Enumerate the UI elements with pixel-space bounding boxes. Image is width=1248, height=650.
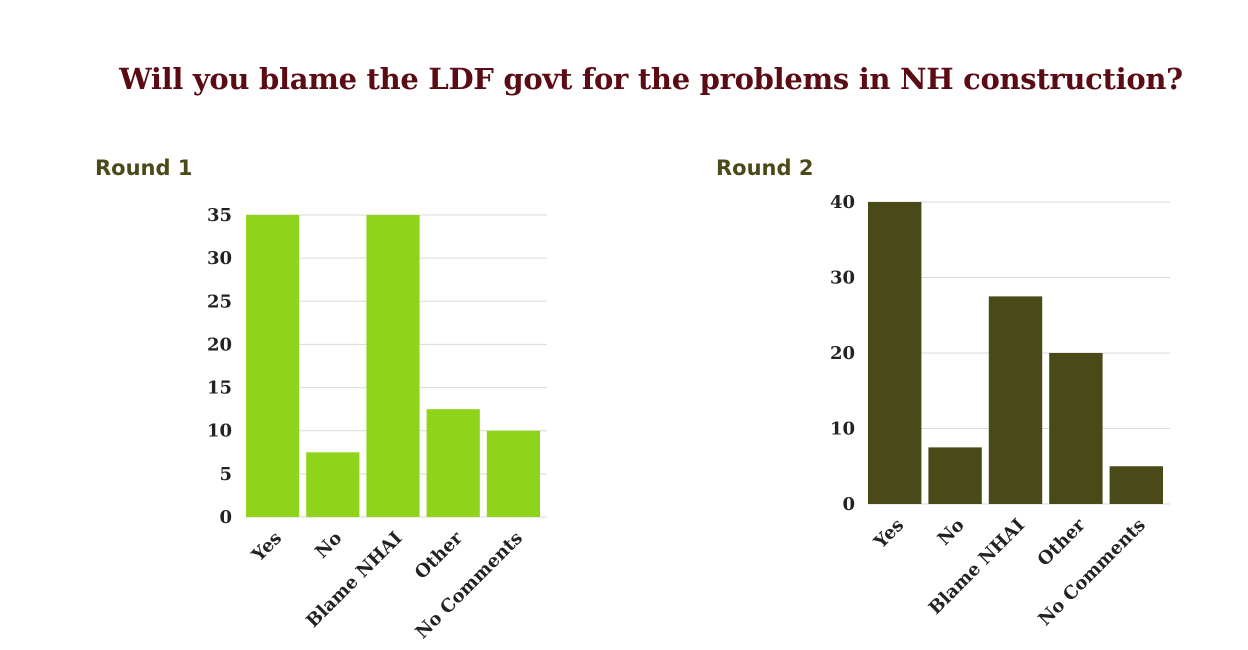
round-1-y-tick-label: 25 — [207, 291, 232, 312]
round-2-bar-no-comments — [1109, 466, 1163, 504]
round-1-bar-other — [426, 409, 480, 517]
round-1-bar-blame-nhai — [366, 215, 420, 517]
round-2-x-tick-label: No Comments — [1034, 515, 1149, 630]
round-1-y-tick-label: 30 — [207, 248, 232, 269]
round-1-label: Round 1 — [95, 156, 193, 180]
round-1-bar-no — [306, 452, 360, 517]
round-2-x-tick-label: Other — [1034, 514, 1090, 570]
round-1-y-tick-label: 0 — [219, 507, 232, 528]
round-1-y-tick-label: 35 — [207, 205, 232, 226]
round-2-bar-blame-nhai — [988, 296, 1043, 504]
round-2-x-tick-label: No — [934, 515, 969, 550]
round-2-x-tick-label: Yes — [869, 515, 908, 554]
round-2-label: Round 2 — [716, 156, 814, 180]
round-1-y-tick-label: 20 — [207, 334, 232, 355]
round-1-bar-yes — [246, 215, 300, 517]
chart-title: Will you blame the LDF govt for the prob… — [119, 62, 1183, 96]
round-1-bar-no-comments — [486, 430, 540, 517]
round-2-y-tick-label: 10 — [830, 419, 855, 440]
round-2-y-tick-label: 0 — [842, 494, 855, 515]
round-2-bar-yes — [868, 202, 922, 504]
round-1-y-tick-label: 5 — [219, 464, 232, 485]
round-2-y-tick-label: 30 — [830, 268, 855, 289]
round-1-y-tick-label: 10 — [207, 421, 232, 442]
round-2-bar-other — [1049, 353, 1103, 504]
round-2-bar-no — [928, 447, 982, 504]
round-1-y-tick-label: 15 — [207, 378, 232, 399]
round-2-y-tick-label: 20 — [830, 343, 855, 364]
round-2-y-tick-label: 40 — [830, 192, 855, 213]
